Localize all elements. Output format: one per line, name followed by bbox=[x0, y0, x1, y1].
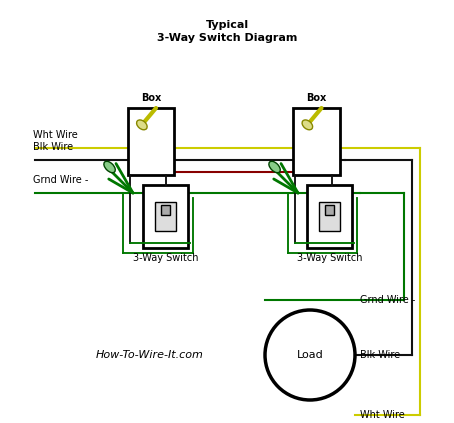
Bar bbox=[319, 202, 340, 231]
Bar bbox=[326, 205, 334, 215]
Ellipse shape bbox=[269, 161, 280, 173]
Text: Typical: Typical bbox=[206, 20, 248, 30]
Bar bbox=[143, 185, 188, 248]
Text: 3-Way Switch: 3-Way Switch bbox=[133, 253, 198, 263]
Text: Wht Wire: Wht Wire bbox=[33, 130, 78, 140]
Text: Box: Box bbox=[141, 93, 161, 103]
Text: Grnd Wire -: Grnd Wire - bbox=[33, 175, 89, 185]
Text: Load: Load bbox=[296, 350, 323, 360]
Bar bbox=[307, 185, 352, 248]
Text: Wht Wire: Wht Wire bbox=[360, 410, 405, 420]
Text: How-To-Wire-It.com: How-To-Wire-It.com bbox=[96, 350, 204, 360]
Text: Blk Wire: Blk Wire bbox=[360, 350, 400, 360]
Bar bbox=[155, 202, 176, 231]
Bar bbox=[128, 108, 174, 175]
Text: Box: Box bbox=[306, 93, 326, 103]
Text: Grnd Wire -: Grnd Wire - bbox=[360, 295, 415, 305]
Ellipse shape bbox=[302, 120, 313, 130]
Text: 3-Way Switch Diagram: 3-Way Switch Diagram bbox=[157, 33, 297, 43]
Bar bbox=[162, 205, 169, 215]
Bar bbox=[293, 108, 340, 175]
Text: Blk Wire: Blk Wire bbox=[33, 142, 73, 152]
Text: 3-Way Switch: 3-Way Switch bbox=[297, 253, 362, 263]
Ellipse shape bbox=[104, 161, 115, 173]
Ellipse shape bbox=[137, 120, 147, 130]
